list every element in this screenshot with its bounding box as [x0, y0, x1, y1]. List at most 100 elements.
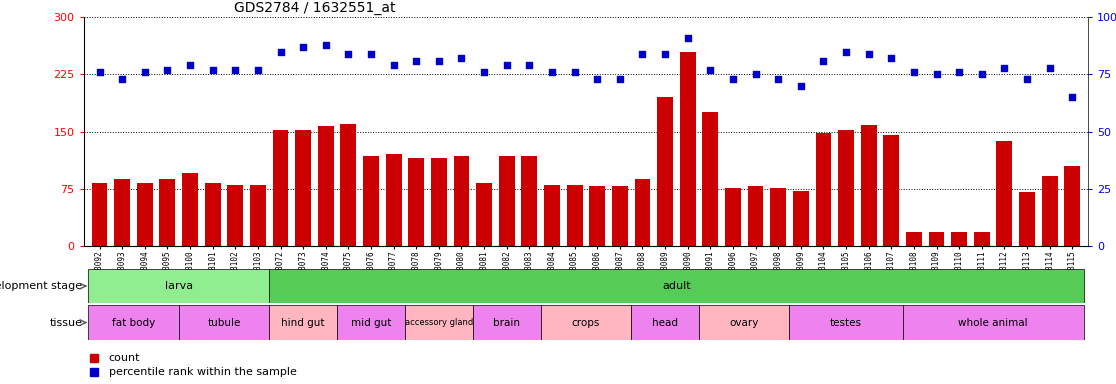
Bar	[748, 186, 763, 246]
Text: count: count	[109, 353, 141, 363]
Point	[610, 76, 628, 82]
Point	[136, 69, 154, 75]
Text: adult: adult	[662, 281, 691, 291]
Point	[634, 51, 652, 57]
Point	[407, 58, 425, 64]
Bar	[137, 183, 153, 246]
Point	[520, 62, 538, 68]
Bar	[1065, 166, 1080, 246]
Bar	[179, 305, 269, 340]
Point	[837, 48, 855, 55]
Point	[249, 67, 267, 73]
Bar	[1019, 192, 1035, 246]
Bar	[951, 232, 968, 246]
Bar	[657, 97, 673, 246]
Point	[1018, 76, 1036, 82]
Point	[543, 69, 561, 75]
Bar	[499, 156, 514, 246]
Bar	[473, 305, 540, 340]
Bar	[1041, 176, 1058, 246]
Point	[113, 76, 131, 82]
Text: mid gut: mid gut	[350, 318, 392, 328]
Bar	[228, 185, 243, 246]
Text: tissue: tissue	[49, 318, 83, 328]
Point	[430, 58, 448, 64]
Point	[1041, 65, 1059, 71]
Point	[927, 71, 945, 78]
Text: ovary: ovary	[730, 318, 759, 328]
Point	[656, 51, 674, 57]
Point	[588, 76, 606, 82]
Bar	[272, 130, 288, 246]
Point	[815, 58, 833, 64]
Bar	[363, 156, 379, 246]
Bar	[386, 154, 402, 246]
Point	[475, 69, 493, 75]
Point	[883, 55, 901, 61]
Bar	[408, 158, 424, 246]
Point	[362, 51, 379, 57]
Bar	[92, 183, 107, 246]
Point	[769, 76, 787, 82]
Bar	[521, 156, 537, 246]
Text: development stage: development stage	[0, 281, 83, 291]
Bar	[160, 179, 175, 246]
Point	[679, 35, 696, 41]
Point	[271, 48, 289, 55]
Point	[227, 67, 244, 73]
Bar	[340, 124, 356, 246]
Bar	[431, 158, 446, 246]
Bar	[589, 186, 605, 246]
Point	[792, 83, 810, 89]
Point	[1064, 94, 1081, 100]
Point	[995, 65, 1013, 71]
Bar	[543, 185, 560, 246]
Bar	[680, 51, 695, 246]
Point	[158, 67, 176, 73]
Bar	[699, 305, 789, 340]
Bar	[725, 188, 741, 246]
Bar	[182, 174, 198, 246]
Point	[747, 71, 764, 78]
Bar	[792, 191, 809, 246]
Point	[701, 67, 719, 73]
Bar	[269, 305, 337, 340]
Point	[317, 41, 335, 48]
Bar	[540, 305, 632, 340]
Bar	[567, 185, 583, 246]
Text: testes: testes	[830, 318, 862, 328]
Bar	[114, 179, 131, 246]
Point	[859, 51, 877, 57]
Bar	[884, 135, 899, 246]
Bar	[453, 156, 470, 246]
Point	[295, 44, 312, 50]
Text: tubule: tubule	[208, 318, 241, 328]
Bar	[204, 183, 221, 246]
Bar	[318, 126, 334, 246]
Point	[339, 51, 357, 57]
Bar	[612, 186, 627, 246]
Text: whole animal: whole animal	[959, 318, 1028, 328]
Bar	[974, 232, 990, 246]
Bar	[632, 305, 699, 340]
Bar	[337, 305, 405, 340]
Point	[453, 55, 471, 61]
Text: larva: larva	[165, 281, 193, 291]
Bar	[477, 183, 492, 246]
Text: crops: crops	[571, 318, 600, 328]
Text: fat body: fat body	[112, 318, 155, 328]
Point	[566, 69, 584, 75]
Point	[973, 71, 991, 78]
Point	[181, 62, 199, 68]
Bar	[296, 130, 311, 246]
Bar	[250, 185, 266, 246]
Point	[498, 62, 516, 68]
Point	[724, 76, 742, 82]
Point	[90, 69, 108, 75]
Bar	[770, 188, 786, 246]
Bar	[929, 232, 944, 246]
Text: head: head	[652, 318, 679, 328]
Bar	[906, 232, 922, 246]
Text: percentile rank within the sample: percentile rank within the sample	[109, 366, 297, 377]
Bar	[860, 126, 876, 246]
